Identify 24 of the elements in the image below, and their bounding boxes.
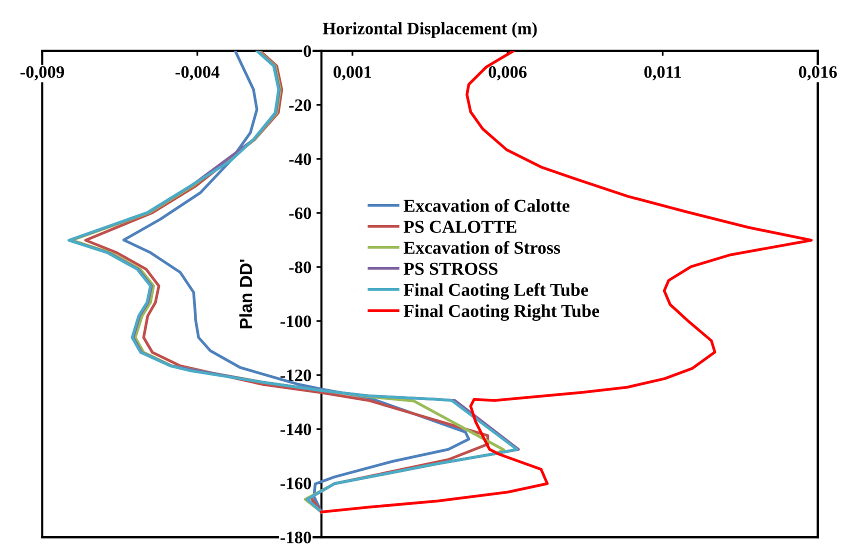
y-tick-label: -180	[280, 532, 312, 544]
y-tick-label: -80	[289, 261, 312, 274]
x-tick-label: 0,016	[798, 66, 837, 80]
y-tick-label: -100	[280, 316, 312, 328]
y-tick-label: -160	[280, 478, 312, 490]
y-axis-title: Plan DD'	[239, 260, 252, 328]
y-tick-label: -40	[289, 153, 312, 166]
x-tick-label: 0,001	[334, 66, 372, 80]
legend-label: Excavation of Calotte	[404, 198, 570, 212]
legend-label: Final Caoting Left Tube	[404, 283, 588, 300]
x-tick-label: -0,009	[20, 66, 64, 80]
x-axis-title: Horizontal Displacement (m)	[322, 22, 537, 38]
y-tick-label: -60	[289, 207, 312, 220]
legend-label: PS STROSS	[404, 262, 498, 275]
y-tick-label: 0	[304, 45, 312, 58]
x-tick-label: -0,004	[176, 66, 220, 80]
legend-label: PS CALOTTE	[404, 220, 516, 233]
y-tick-label: -120	[280, 370, 312, 382]
y-tick-label: -20	[289, 99, 312, 112]
x-tick-label: 0,006	[488, 66, 527, 80]
legend-label: Excavation of Stross	[404, 240, 560, 254]
y-tick-label: -140	[280, 424, 312, 436]
legend-label: Final Caoting Right Tube	[404, 304, 600, 321]
x-tick-label: 0,011	[644, 66, 681, 80]
